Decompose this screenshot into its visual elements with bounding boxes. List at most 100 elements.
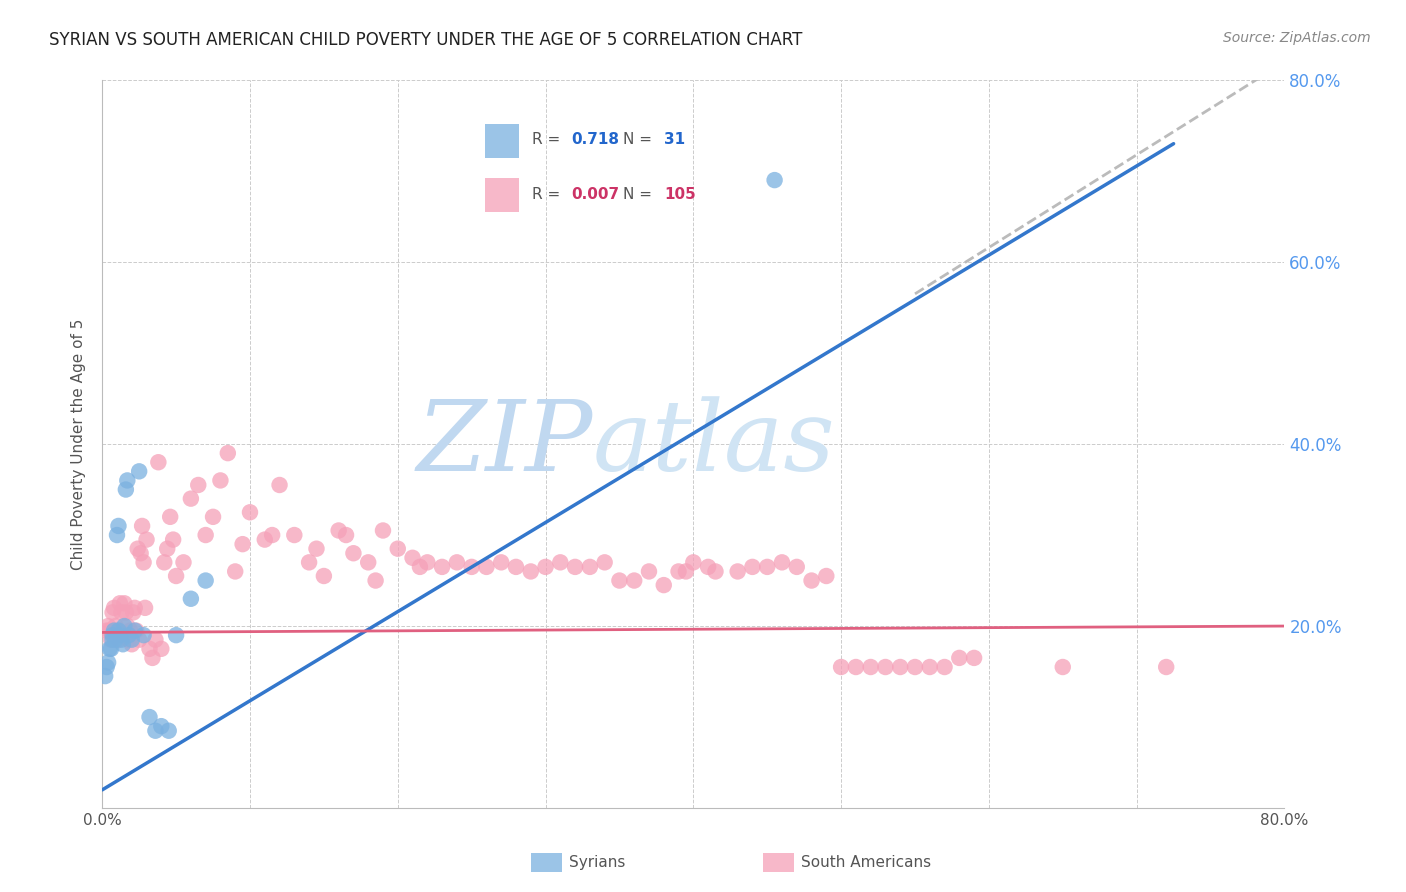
Point <box>132 555 155 569</box>
Point <box>520 565 543 579</box>
Point <box>121 632 143 647</box>
Point <box>1052 660 1074 674</box>
Point <box>150 719 173 733</box>
Point <box>180 591 202 606</box>
Point <box>180 491 202 506</box>
Point <box>98 641 121 656</box>
Point <box>117 619 139 633</box>
Point <box>107 632 129 647</box>
Point <box>138 710 160 724</box>
Text: ZIP: ZIP <box>416 396 593 491</box>
Point <box>550 555 572 569</box>
Point <box>357 555 380 569</box>
Point <box>120 624 142 638</box>
Point <box>239 505 262 519</box>
Point <box>101 606 124 620</box>
Point <box>96 624 118 638</box>
Point <box>100 632 122 647</box>
Point <box>101 628 124 642</box>
Point <box>963 651 986 665</box>
Point <box>593 555 616 569</box>
Point <box>111 637 134 651</box>
Point <box>108 628 131 642</box>
Point <box>101 632 124 647</box>
Point <box>108 596 131 610</box>
Point <box>131 519 153 533</box>
Point <box>194 528 217 542</box>
Point <box>579 560 602 574</box>
Point <box>103 600 125 615</box>
Point <box>202 509 225 524</box>
Point <box>564 560 586 574</box>
Point <box>224 565 246 579</box>
Point <box>135 533 157 547</box>
Point <box>652 578 675 592</box>
Point <box>217 446 239 460</box>
Point <box>96 660 118 674</box>
Point <box>682 555 704 569</box>
Point <box>104 619 127 633</box>
Point <box>159 509 181 524</box>
Point <box>115 606 138 620</box>
Point <box>638 565 661 579</box>
Point <box>697 560 720 574</box>
Point <box>475 560 498 574</box>
Point <box>387 541 409 556</box>
Point <box>132 628 155 642</box>
Point <box>763 173 786 187</box>
Point <box>128 632 150 647</box>
Point <box>118 632 141 647</box>
Point <box>138 641 160 656</box>
Point <box>97 619 120 633</box>
Point <box>364 574 387 588</box>
Point <box>112 619 135 633</box>
Text: Source: ZipAtlas.com: Source: ZipAtlas.com <box>1223 31 1371 45</box>
Point <box>111 628 134 642</box>
Point <box>460 560 482 574</box>
Point <box>416 555 439 569</box>
Point <box>446 555 468 569</box>
Point <box>134 600 156 615</box>
Point <box>342 546 364 560</box>
Point <box>675 565 697 579</box>
Point <box>150 641 173 656</box>
Point <box>98 624 121 638</box>
Point <box>534 560 557 574</box>
Text: South Americans: South Americans <box>801 855 932 870</box>
Point <box>110 606 132 620</box>
Point <box>105 528 128 542</box>
Point <box>298 555 321 569</box>
Point <box>145 723 167 738</box>
Point <box>934 660 956 674</box>
Point <box>704 565 727 579</box>
Point <box>100 641 122 656</box>
Point <box>409 560 432 574</box>
Point <box>110 632 132 647</box>
Point <box>800 574 823 588</box>
Point <box>505 560 527 574</box>
Point <box>770 555 793 569</box>
Point <box>121 637 143 651</box>
Point <box>845 660 868 674</box>
Point <box>1154 660 1177 674</box>
Point <box>830 660 852 674</box>
Point <box>148 455 170 469</box>
Point <box>145 632 167 647</box>
Point <box>165 628 187 642</box>
Point <box>283 528 305 542</box>
Point <box>105 624 128 638</box>
Text: SYRIAN VS SOUTH AMERICAN CHILD POVERTY UNDER THE AGE OF 5 CORRELATION CHART: SYRIAN VS SOUTH AMERICAN CHILD POVERTY U… <box>49 31 803 49</box>
Text: Syrians: Syrians <box>569 855 626 870</box>
Point <box>118 628 141 642</box>
Point <box>401 550 423 565</box>
Point <box>328 524 350 538</box>
Point <box>859 660 882 674</box>
Point <box>253 533 276 547</box>
Point <box>489 555 512 569</box>
Point <box>157 723 180 738</box>
Point <box>948 651 970 665</box>
Point <box>269 478 291 492</box>
Point <box>430 560 453 574</box>
Y-axis label: Child Poverty Under the Age of 5: Child Poverty Under the Age of 5 <box>72 318 86 570</box>
Point <box>156 541 179 556</box>
